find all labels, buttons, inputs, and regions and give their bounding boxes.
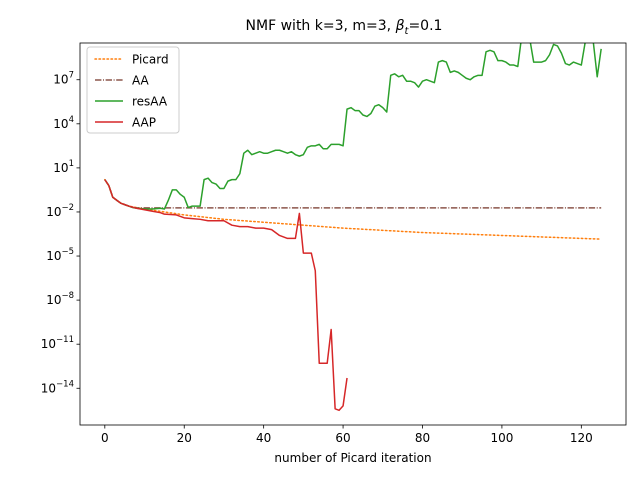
series-line-aap <box>104 179 348 412</box>
x-tick-label: 120 <box>570 431 593 445</box>
x-tick-label: 60 <box>335 431 350 445</box>
y-tick-label: 107 <box>53 71 74 87</box>
x-axis: 0 20 40 60 80 100 120 <box>101 425 593 445</box>
series-line-resaa <box>104 43 602 210</box>
y-tick-label: 10−11 <box>41 335 74 351</box>
legend-label-aap: AAP <box>132 116 156 130</box>
plot-frame <box>79 42 627 426</box>
y-axis: 10−14 10−11 10−8 10−5 10−2 101 104 107 <box>41 71 80 395</box>
x-axis-label: number of Picard iteration <box>274 451 431 465</box>
x-tick-label: 0 <box>101 431 109 445</box>
y-tick-label: 10−8 <box>46 291 74 307</box>
x-tick-label: 80 <box>415 431 430 445</box>
legend: Picard AA resAA AAP <box>86 46 180 134</box>
x-tick-label: 100 <box>490 431 513 445</box>
legend-label-resaa: resAA <box>132 95 168 109</box>
series-layer <box>104 43 602 412</box>
legend-label-aa: AA <box>132 74 150 88</box>
y-tick-label: 10−2 <box>46 203 74 219</box>
chart-title: NMF with k=3, m=3, βt=0.1 <box>246 18 443 37</box>
y-tick-label: 10−5 <box>46 247 74 263</box>
y-tick-label: 104 <box>53 115 74 131</box>
y-tick-label: 101 <box>53 159 74 175</box>
series-line-picard <box>104 178 602 240</box>
y-tick-label: 10−14 <box>41 379 74 395</box>
x-tick-label: 40 <box>256 431 271 445</box>
legend-box <box>86 46 180 134</box>
x-tick-label: 20 <box>177 431 192 445</box>
legend-label-picard: Picard <box>132 53 169 67</box>
